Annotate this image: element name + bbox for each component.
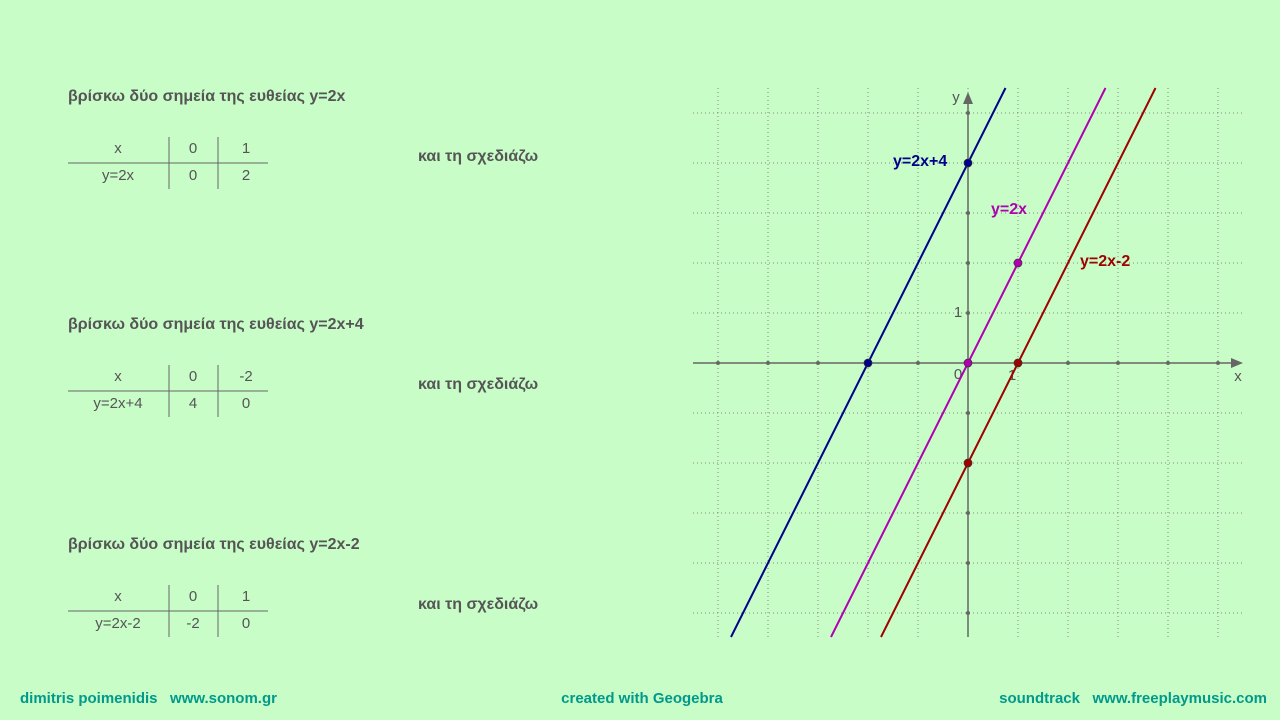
table-cell: -2 bbox=[239, 368, 252, 385]
table-cell: 0 bbox=[189, 140, 197, 157]
section-action: και τη σχεδιάζω bbox=[418, 148, 538, 165]
footer-left: dimitris poimenidis www.sonom.gr bbox=[20, 690, 277, 707]
table-cell: 2 bbox=[242, 167, 250, 184]
table-cell: -2 bbox=[186, 615, 199, 632]
line-label: y=2x bbox=[991, 201, 1027, 218]
table-cell: 0 bbox=[189, 167, 197, 184]
graph-point bbox=[1013, 358, 1023, 368]
table-cell: x bbox=[114, 588, 122, 605]
x-axis-label: x bbox=[1234, 368, 1242, 385]
y-axis-label: y bbox=[952, 89, 960, 106]
footer-center: created with Geogebra bbox=[561, 690, 723, 707]
table-cell: x bbox=[114, 368, 122, 385]
table-cell: y=2x bbox=[102, 167, 135, 184]
line-label: y=2x-2 bbox=[1080, 253, 1130, 270]
origin-label: 0 bbox=[954, 366, 962, 383]
table-cell: y=2x-2 bbox=[95, 615, 140, 632]
table-cell: 1 bbox=[242, 140, 250, 157]
graph-point bbox=[1013, 258, 1023, 268]
section-action: και τη σχεδιάζω bbox=[418, 596, 538, 613]
table-cell: 0 bbox=[242, 615, 250, 632]
x-axis-arrow bbox=[1231, 358, 1243, 368]
y-axis-arrow bbox=[963, 92, 973, 104]
footer-right: soundtrack www.freeplaymusic.com bbox=[999, 690, 1267, 707]
line-label: y=2x+4 bbox=[893, 153, 947, 170]
table-cell: 4 bbox=[189, 395, 197, 412]
table-cell: 1 bbox=[242, 588, 250, 605]
graph-point bbox=[963, 358, 973, 368]
section-heading: βρίσκω δύο σημεία της ευθείας y=2x+4 bbox=[68, 316, 364, 333]
table-cell: 0 bbox=[242, 395, 250, 412]
section-heading: βρίσκω δύο σημεία της ευθείας y=2x-2 bbox=[68, 536, 360, 553]
table-cell: 0 bbox=[189, 588, 197, 605]
unit-label: 1 bbox=[954, 304, 962, 321]
table-cell: x bbox=[114, 140, 122, 157]
table-cell: y=2x+4 bbox=[93, 395, 142, 412]
table-cell: 0 bbox=[189, 368, 197, 385]
section-heading: βρίσκω δύο σημεία της ευθείας y=2x bbox=[68, 88, 345, 105]
section-action: και τη σχεδιάζω bbox=[418, 376, 538, 393]
graph-point bbox=[863, 358, 873, 368]
graph-point bbox=[963, 458, 973, 468]
graph-point bbox=[963, 158, 973, 168]
